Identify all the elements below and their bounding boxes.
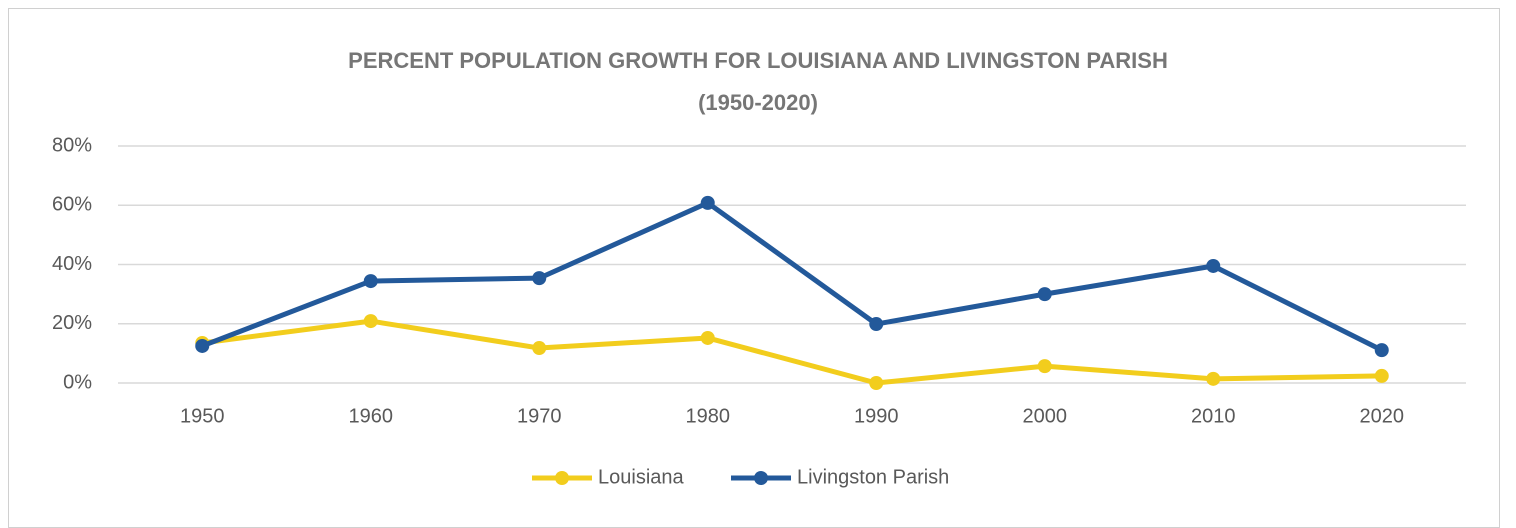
x-tick-label: 1980 bbox=[686, 405, 731, 427]
data-point bbox=[869, 376, 884, 390]
x-tick-label: 1960 bbox=[349, 405, 394, 427]
x-tick-label: 2010 bbox=[1191, 405, 1236, 427]
data-point bbox=[1206, 258, 1221, 273]
data-point bbox=[700, 330, 715, 345]
x-tick-label: 2020 bbox=[1360, 405, 1405, 427]
data-point bbox=[869, 317, 884, 332]
data-point bbox=[1374, 368, 1389, 383]
y-tick-label: 60% bbox=[52, 194, 92, 216]
data-point bbox=[363, 274, 378, 289]
data-point bbox=[195, 338, 210, 353]
legend-marker bbox=[555, 471, 569, 485]
legend-label: Livingston Parish bbox=[797, 466, 949, 488]
y-tick-label: 40% bbox=[52, 253, 92, 275]
data-point bbox=[1206, 371, 1221, 386]
data-point bbox=[1037, 359, 1052, 374]
series-line bbox=[201, 318, 1382, 386]
x-tick-label: 1950 bbox=[180, 405, 225, 427]
chart: 0% 20% 40% 60% 80% 1950 1960 1970 1980 1990 2000 20… bbox=[52, 134, 1466, 488]
data-point bbox=[363, 314, 378, 329]
data-point bbox=[700, 195, 715, 210]
x-tick-label: 2000 bbox=[1023, 405, 1068, 427]
x-tick-label: 1970 bbox=[517, 405, 562, 427]
data-point bbox=[532, 271, 547, 286]
data-point bbox=[532, 341, 547, 356]
legend-label: Louisiana bbox=[598, 466, 685, 488]
x-tick-label: 1990 bbox=[854, 405, 899, 427]
chart-title: PERCENT POPULATION GROWTH FOR LOUISIANA … bbox=[348, 48, 1168, 115]
y-tick-label: 20% bbox=[52, 312, 92, 334]
series-line bbox=[201, 200, 1383, 353]
y-tick-label: 0% bbox=[63, 371, 92, 393]
y-tick-label: 80% bbox=[52, 134, 92, 156]
legend-marker bbox=[754, 471, 768, 485]
data-point bbox=[1374, 343, 1389, 358]
data-point bbox=[1037, 287, 1052, 302]
